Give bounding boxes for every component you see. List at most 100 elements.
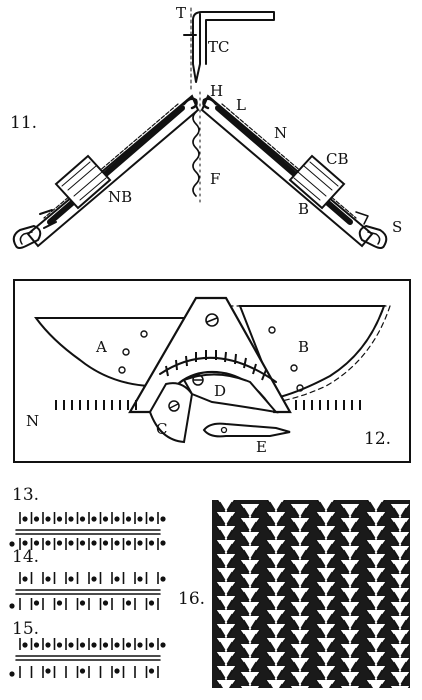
stitch-dot — [160, 516, 166, 522]
stitch-shade — [219, 585, 226, 595]
stitch-loop — [389, 685, 410, 688]
stitch-shade — [326, 529, 333, 539]
stitch-dot — [33, 642, 40, 648]
stitch-shade — [219, 529, 226, 539]
stitch-shade — [350, 675, 357, 685]
figure-15-number: 15. — [12, 619, 39, 639]
stitch-shade — [269, 641, 276, 651]
stitch-shade — [319, 571, 326, 581]
stitch-shade — [400, 633, 407, 643]
stitch-shade — [269, 529, 276, 539]
stitch-dot — [114, 668, 120, 674]
stitch-shade — [369, 599, 376, 609]
stitch-loop — [239, 685, 261, 688]
needle-row — [19, 598, 159, 610]
stitch-shade — [319, 557, 326, 567]
stitch-shade — [300, 633, 307, 643]
stitch-dot — [114, 516, 120, 522]
stitch-shade — [276, 585, 283, 595]
stitch-shade — [226, 557, 233, 567]
stitch-shade — [276, 641, 283, 651]
rib-stitches — [215, 500, 410, 698]
stitch-shade — [300, 577, 307, 587]
stitch-shade — [269, 683, 274, 688]
stitch-shade — [401, 690, 406, 698]
label-l: L — [236, 96, 246, 114]
stitch-loop — [239, 671, 261, 688]
stitch-shade — [376, 543, 383, 553]
stitch-shade — [226, 627, 233, 637]
stitch-shade — [369, 515, 376, 525]
stitch-shade — [219, 669, 226, 679]
stitch-shade — [269, 655, 276, 665]
stitch-shade — [276, 669, 283, 679]
stitch-dot — [137, 576, 143, 582]
stitch-shade — [350, 619, 357, 629]
stitch-dot — [148, 642, 155, 648]
stitch-shade — [400, 591, 407, 601]
figure-14: 14. — [12, 547, 166, 610]
stitch-shade — [300, 619, 307, 629]
stitch-shade — [393, 521, 400, 531]
stitch-dot — [125, 540, 132, 546]
stitch-shade — [400, 549, 407, 559]
stitch-shade — [393, 633, 400, 643]
label-h: H — [210, 82, 223, 100]
stitch-shade — [351, 690, 356, 698]
stitch-shade — [300, 563, 307, 573]
stitch-shade — [369, 683, 374, 688]
stitch-shade — [250, 633, 257, 643]
stitch-dot — [56, 642, 63, 648]
stitch-shade — [293, 647, 300, 657]
stitch-shade — [326, 557, 333, 567]
stitch-shade — [250, 507, 257, 517]
stitch-shade — [343, 605, 350, 615]
stitch-shade — [293, 507, 300, 517]
stitch-shade — [226, 669, 233, 679]
stitch-shade — [326, 515, 333, 525]
stitch-shade — [343, 633, 350, 643]
stitch-shade — [293, 563, 300, 573]
stitch-shade — [326, 641, 333, 651]
stitch-shade — [393, 647, 400, 657]
stitch-shade — [269, 543, 276, 553]
stitch-shade — [294, 690, 299, 698]
figure-11-number: 11. — [10, 113, 37, 133]
stitch-shade — [219, 501, 226, 511]
stitch-shade — [343, 661, 350, 671]
stitch-shade — [269, 669, 276, 679]
stitch-shade — [226, 641, 233, 651]
stitch-shade — [326, 627, 333, 637]
stitch-shade — [226, 501, 233, 511]
stitch-dot — [68, 540, 74, 546]
stitch-dot — [102, 600, 109, 606]
stitch-shade — [276, 655, 283, 665]
label-nb: NB — [108, 188, 132, 206]
yarn-f — [192, 111, 200, 197]
needle-row — [19, 638, 166, 650]
stitch-shade — [400, 619, 407, 629]
stitch-dot — [114, 642, 120, 648]
figure-12: A B C D E N 12. — [13, 279, 411, 463]
stitch-shade — [369, 641, 376, 651]
stitch-shade — [319, 655, 326, 665]
label-cb: CB — [326, 150, 349, 168]
stitch-dot — [45, 576, 51, 582]
stitch-dot — [45, 540, 51, 546]
stitch-shade — [293, 619, 300, 629]
stitch-shade — [293, 605, 300, 615]
stitch-dot — [148, 540, 155, 546]
needle-row — [19, 512, 166, 524]
stitch-shade — [276, 627, 283, 637]
stitch-dot — [137, 642, 143, 648]
stitch-shade — [293, 661, 300, 671]
stitch-shade — [293, 549, 300, 559]
stitch-shade — [219, 655, 226, 665]
stitch-shade — [300, 507, 307, 517]
stitch-shade — [350, 521, 357, 531]
stitch-dot — [68, 642, 74, 648]
stitch-shade — [301, 690, 306, 698]
stitch-shade — [326, 613, 333, 623]
figure-15: 15. — [12, 619, 166, 678]
stitch-shade — [343, 549, 350, 559]
